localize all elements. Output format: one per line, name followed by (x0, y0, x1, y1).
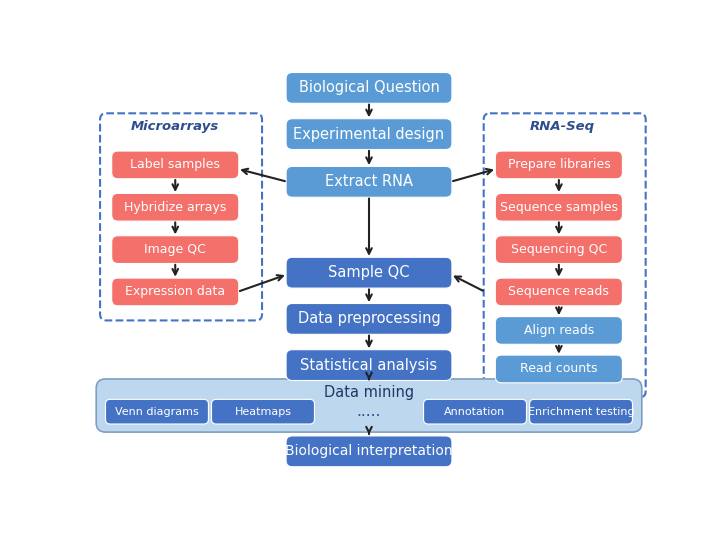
FancyBboxPatch shape (495, 316, 622, 345)
FancyBboxPatch shape (495, 151, 622, 179)
Text: Read counts: Read counts (520, 362, 598, 375)
FancyBboxPatch shape (106, 400, 208, 424)
Text: Venn diagrams: Venn diagrams (115, 407, 199, 417)
FancyBboxPatch shape (96, 379, 642, 432)
Text: Extract RNA: Extract RNA (325, 174, 413, 190)
Text: Sample QC: Sample QC (328, 265, 410, 280)
FancyBboxPatch shape (212, 400, 315, 424)
FancyBboxPatch shape (423, 400, 526, 424)
Text: Expression data: Expression data (125, 286, 225, 299)
FancyBboxPatch shape (286, 350, 452, 381)
Text: Microarrays: Microarrays (131, 120, 220, 133)
FancyBboxPatch shape (286, 436, 452, 467)
Text: Hybridize arrays: Hybridize arrays (124, 201, 226, 214)
Text: Biological interpretation: Biological interpretation (285, 444, 453, 458)
Text: .....: ..... (357, 404, 381, 419)
FancyBboxPatch shape (286, 257, 452, 288)
Text: Align reads: Align reads (523, 324, 594, 337)
FancyBboxPatch shape (286, 72, 452, 103)
Text: Sequencing QC: Sequencing QC (510, 243, 607, 256)
Text: Annotation: Annotation (444, 407, 505, 417)
Text: Data preprocessing: Data preprocessing (297, 312, 441, 326)
Text: RNA-Seq: RNA-Seq (530, 120, 595, 133)
FancyBboxPatch shape (286, 166, 452, 197)
FancyBboxPatch shape (286, 119, 452, 150)
Text: Sequence samples: Sequence samples (500, 201, 618, 214)
Text: Experimental design: Experimental design (294, 126, 444, 141)
FancyBboxPatch shape (495, 193, 622, 221)
Text: Data mining: Data mining (324, 384, 414, 400)
Text: Sequence reads: Sequence reads (508, 286, 609, 299)
Text: Label samples: Label samples (130, 158, 220, 171)
FancyBboxPatch shape (495, 278, 622, 306)
Text: Statistical analysis: Statistical analysis (300, 357, 438, 373)
FancyBboxPatch shape (112, 151, 239, 179)
FancyBboxPatch shape (112, 278, 239, 306)
FancyBboxPatch shape (286, 303, 452, 334)
FancyBboxPatch shape (495, 236, 622, 264)
FancyBboxPatch shape (112, 193, 239, 221)
FancyBboxPatch shape (530, 400, 632, 424)
Text: Image QC: Image QC (144, 243, 206, 256)
Text: Heatmaps: Heatmaps (235, 407, 292, 417)
FancyBboxPatch shape (112, 236, 239, 264)
Text: Biological Question: Biological Question (299, 80, 439, 96)
FancyBboxPatch shape (495, 355, 622, 383)
Text: Prepare libraries: Prepare libraries (508, 158, 611, 171)
Text: Enrichment testing: Enrichment testing (528, 407, 634, 417)
